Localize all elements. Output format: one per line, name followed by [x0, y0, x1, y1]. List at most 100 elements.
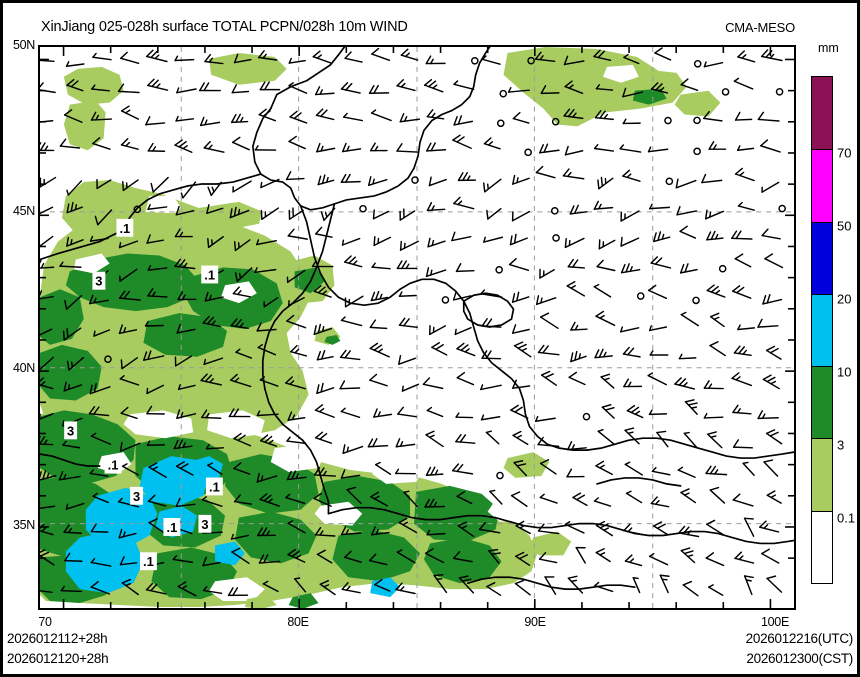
wind-barb-half	[570, 579, 577, 583]
wind-barb-full	[231, 84, 237, 94]
wind-barb-full	[680, 78, 689, 86]
wind-barb	[233, 500, 253, 505]
wind-barb	[92, 56, 112, 61]
wind-barb	[65, 63, 85, 67]
wind-barb-full	[598, 348, 604, 359]
wind-barb-half	[654, 499, 660, 505]
wind-barb	[341, 148, 362, 153]
wind-barb-full	[263, 554, 269, 564]
wind-barb-half	[429, 58, 434, 65]
wind-barb-full	[345, 82, 353, 91]
wind-barb	[258, 560, 281, 564]
contour-label-text: 3	[201, 517, 208, 532]
wind-barb-half	[464, 348, 470, 353]
wind-barb	[176, 328, 196, 334]
wind-barb-full	[229, 208, 233, 219]
wind-barb-half	[208, 294, 212, 301]
wind-barb-full	[40, 290, 43, 297]
wind-barb-full	[175, 205, 180, 216]
contour-label-box	[130, 486, 144, 505]
wind-barb-half	[342, 112, 348, 118]
wind-barb-full	[143, 351, 148, 361]
wind-barb	[656, 431, 669, 448]
wind-barb	[398, 357, 417, 365]
calm-wind-circle	[495, 266, 503, 274]
wind-barb-full	[539, 459, 550, 465]
wind-barb	[539, 268, 555, 279]
wind-barb	[369, 347, 390, 358]
wind-barb-half	[372, 178, 375, 185]
colorbar[interactable]	[811, 76, 833, 584]
wind-barb-full	[564, 238, 567, 249]
wind-barb	[203, 357, 224, 366]
wind-barb-half	[431, 205, 435, 211]
wind-barb	[97, 209, 113, 226]
wind-barb	[90, 530, 109, 533]
wind-barb-full	[430, 142, 436, 152]
wind-barb	[288, 59, 306, 64]
wind-barb	[90, 435, 112, 445]
wind-barb	[287, 522, 306, 534]
wind-barb-half	[254, 267, 258, 274]
wind-barb	[172, 558, 194, 563]
wind-barb	[395, 443, 416, 448]
wind-barb	[622, 353, 641, 358]
wind-barb-full	[455, 263, 462, 273]
wind-barb-full	[757, 318, 763, 328]
wind-barb-full	[678, 378, 687, 386]
colorbar-tick-70: 70	[837, 145, 852, 161]
wind-barb-half	[151, 291, 156, 297]
wind-barb	[177, 384, 196, 391]
wind-barb-half	[430, 269, 433, 276]
wind-barb	[678, 357, 697, 360]
wind-barb	[647, 374, 667, 386]
wind-barb-full	[400, 48, 409, 56]
wind-barb	[66, 239, 84, 247]
wind-barb	[96, 179, 112, 190]
wind-barb-full	[620, 236, 623, 247]
wind-barb	[481, 58, 501, 65]
wind-barb-half	[599, 464, 605, 469]
map-plot-area[interactable]: .1 .1 3 3 .1 3 .1 .1 3 .1	[38, 45, 796, 610]
wind-barb-half	[507, 86, 512, 93]
wind-barb-full	[453, 196, 461, 205]
wind-barb	[343, 556, 362, 563]
wind-barb	[210, 181, 222, 197]
wind-barb-full	[121, 578, 132, 584]
wind-barb-half	[394, 468, 400, 475]
wind-barb-full	[458, 575, 469, 579]
wind-barb-half	[379, 293, 383, 300]
calm-wind-circle	[551, 117, 560, 126]
wind-barb	[287, 235, 309, 240]
wind-barb	[705, 557, 725, 567]
wind-barb-half	[256, 410, 261, 417]
wind-barb	[451, 235, 472, 242]
wind-barb-full	[457, 521, 467, 527]
wind-barb-half	[43, 439, 48, 446]
wind-barb-full	[570, 352, 574, 363]
wind-barb-full	[481, 318, 488, 327]
wind-barb	[340, 410, 361, 419]
wind-barb-full	[368, 553, 377, 562]
wind-barb-full	[515, 520, 525, 527]
wind-barb	[486, 585, 502, 596]
wind-barb	[316, 553, 333, 564]
wind-barb-full	[737, 50, 745, 58]
wind-barb-full	[40, 377, 44, 382]
calm-wind-circle	[693, 147, 701, 156]
wind-barb-full	[344, 350, 351, 359]
contour-label-text: .1	[204, 267, 215, 282]
wind-barb-half	[690, 406, 698, 409]
wind-barb	[423, 84, 444, 93]
wind-barb	[570, 355, 587, 363]
wind-barb-full	[625, 263, 630, 273]
wind-barb	[233, 467, 251, 475]
calm-wind-circle	[775, 87, 784, 96]
wind-barb-full	[595, 548, 605, 554]
wind-barb-half	[70, 239, 73, 246]
wind-barb-half	[683, 492, 690, 496]
wind-barb-half	[340, 407, 346, 413]
wind-barb-full	[230, 113, 237, 124]
wind-barb-full	[313, 492, 322, 500]
wind-barb-half	[516, 177, 519, 184]
